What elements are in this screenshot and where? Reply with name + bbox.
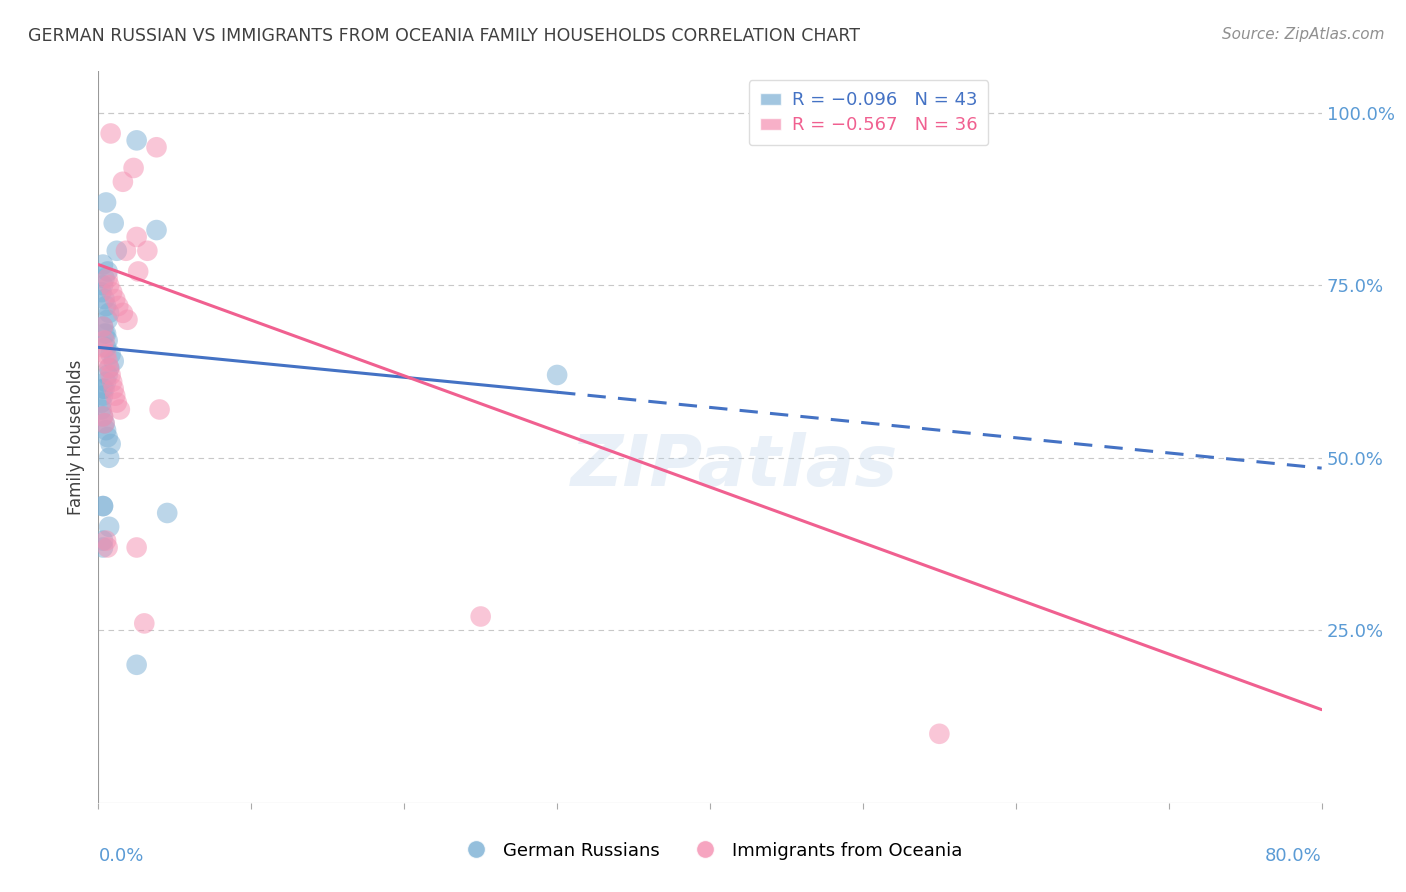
Point [101,285,124,300]
Point [94,340,117,354]
Point [90,285,112,300]
Point [93,417,115,431]
Point [928,727,950,741]
Point [91,533,114,548]
Point [546,368,568,382]
Point [94,326,117,341]
Point [91,499,114,513]
Point [98,520,121,534]
Text: GERMAN RUSSIAN VS IMMIGRANTS FROM OCEANIA FAMILY HOUSEHOLDS CORRELATION CHART: GERMAN RUSSIAN VS IMMIGRANTS FROM OCEANI… [28,27,860,45]
Point [98,361,121,376]
Point [98,306,121,320]
Point [91,340,114,354]
Point [94,533,117,548]
Text: ZIPatlas: ZIPatlas [571,432,898,500]
Legend: German Russians, Immigrants from Oceania: German Russians, Immigrants from Oceania [450,835,970,867]
Point [100,127,122,141]
Point [94,299,117,313]
Point [91,319,114,334]
Point [122,161,145,175]
Point [145,140,167,154]
Point [91,258,114,272]
Y-axis label: Family Households: Family Households [66,359,84,515]
Point [100,347,122,361]
Point [94,347,117,361]
Point [98,361,121,376]
Point [134,616,156,631]
Point [94,375,117,389]
Point [125,541,148,555]
Point [117,312,139,326]
Point [470,609,492,624]
Point [97,312,120,326]
Point [98,278,121,293]
Text: 80.0%: 80.0% [1265,847,1322,864]
Point [100,437,122,451]
Point [91,389,114,403]
Point [103,354,125,368]
Point [93,382,115,396]
Point [97,334,120,348]
Point [91,409,114,424]
Point [125,230,148,244]
Point [107,299,129,313]
Point [94,195,117,210]
Point [97,271,120,285]
Point [91,541,114,555]
Point [93,271,115,285]
Point [97,541,120,555]
Point [90,395,112,409]
Point [91,382,114,396]
Point [125,133,148,147]
Point [97,354,120,368]
Point [98,450,121,465]
Point [97,264,120,278]
Point [108,402,131,417]
Point [90,402,112,417]
Point [105,395,128,409]
Point [93,292,115,306]
Point [93,326,115,341]
Point [127,264,149,278]
Point [93,334,115,348]
Point [103,216,125,230]
Point [103,382,125,396]
Text: Source: ZipAtlas.com: Source: ZipAtlas.com [1222,27,1385,42]
Point [94,423,117,437]
Point [91,409,114,424]
Point [115,244,138,258]
Point [105,244,128,258]
Point [125,657,148,672]
Point [101,375,124,389]
Point [91,278,114,293]
Point [104,292,127,306]
Point [145,223,167,237]
Point [97,368,120,382]
Point [149,402,172,417]
Text: 0.0%: 0.0% [98,847,143,864]
Point [91,499,114,513]
Point [100,368,122,382]
Point [156,506,179,520]
Point [91,319,114,334]
Point [93,417,115,431]
Point [104,389,127,403]
Point [111,175,134,189]
Point [111,306,134,320]
Point [97,430,120,444]
Point [136,244,159,258]
